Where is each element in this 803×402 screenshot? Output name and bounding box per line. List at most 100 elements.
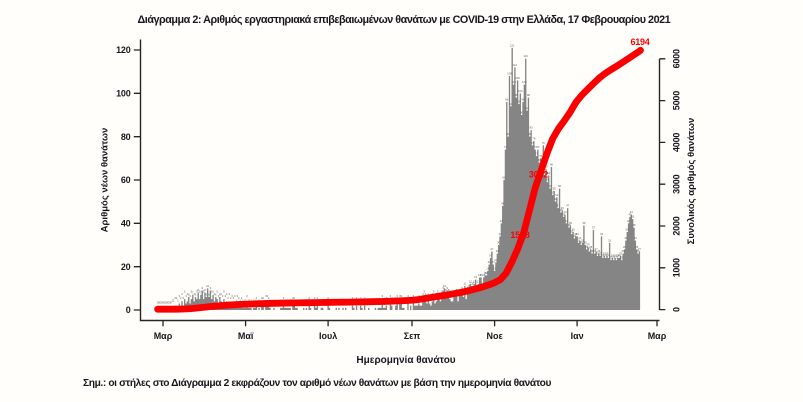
svg-text:74: 74 — [534, 145, 538, 149]
svg-text:1: 1 — [235, 298, 237, 302]
svg-text:24: 24 — [613, 254, 617, 258]
svg-text:62: 62 — [547, 171, 551, 175]
svg-text:1: 1 — [173, 298, 175, 302]
svg-text:40: 40 — [121, 219, 131, 229]
svg-text:30: 30 — [584, 241, 588, 245]
svg-text:20: 20 — [121, 262, 131, 272]
svg-text:24: 24 — [489, 254, 493, 258]
svg-text:32: 32 — [578, 236, 582, 240]
svg-text:80: 80 — [507, 132, 511, 136]
svg-text:9: 9 — [461, 286, 463, 290]
svg-text:Μαρ: Μαρ — [154, 331, 173, 341]
svg-text:4000: 4000 — [672, 133, 682, 152]
svg-text:5000: 5000 — [672, 91, 682, 110]
svg-text:106: 106 — [515, 76, 520, 80]
svg-text:121: 121 — [510, 43, 515, 47]
svg-text:2: 2 — [238, 296, 240, 300]
svg-text:4: 4 — [181, 292, 183, 296]
svg-text:0: 0 — [164, 301, 166, 305]
svg-text:9: 9 — [446, 286, 448, 290]
svg-text:47: 47 — [557, 204, 561, 208]
svg-text:2: 2 — [233, 296, 235, 300]
svg-text:27: 27 — [588, 247, 592, 251]
svg-text:16: 16 — [484, 271, 488, 275]
svg-text:0: 0 — [158, 301, 160, 305]
svg-text:5: 5 — [199, 290, 201, 294]
svg-text:60: 60 — [503, 176, 507, 180]
svg-text:96: 96 — [505, 98, 509, 102]
svg-text:1: 1 — [245, 298, 247, 302]
svg-text:3: 3 — [418, 294, 420, 298]
svg-text:12: 12 — [473, 280, 477, 284]
svg-text:28: 28 — [585, 245, 589, 249]
svg-text:26: 26 — [593, 249, 597, 253]
svg-text:1: 1 — [177, 298, 179, 302]
svg-text:76: 76 — [542, 141, 546, 145]
svg-text:83: 83 — [530, 126, 534, 130]
svg-text:33: 33 — [573, 234, 577, 238]
svg-text:8: 8 — [448, 288, 450, 292]
svg-text:0: 0 — [161, 301, 163, 305]
svg-text:44: 44 — [630, 210, 634, 214]
svg-text:2: 2 — [283, 296, 285, 300]
svg-text:5: 5 — [191, 290, 193, 294]
svg-text:5: 5 — [196, 290, 198, 294]
svg-text:31: 31 — [577, 238, 581, 242]
svg-text:5: 5 — [211, 290, 213, 294]
svg-text:5: 5 — [437, 290, 439, 294]
svg-text:4: 4 — [226, 292, 228, 296]
svg-text:80: 80 — [528, 132, 532, 136]
svg-text:15: 15 — [482, 273, 486, 277]
svg-text:28: 28 — [623, 245, 627, 249]
svg-text:12: 12 — [469, 280, 473, 284]
svg-text:0: 0 — [160, 301, 162, 305]
svg-text:59: 59 — [546, 178, 550, 182]
svg-text:104: 104 — [511, 80, 516, 84]
svg-text:38: 38 — [632, 223, 636, 227]
svg-text:10: 10 — [443, 284, 447, 288]
svg-text:2: 2 — [308, 296, 310, 300]
svg-text:92: 92 — [526, 106, 530, 110]
svg-text:2: 2 — [256, 296, 258, 300]
svg-text:Νοε: Νοε — [486, 331, 503, 341]
svg-text:Σεπ: Σεπ — [404, 331, 421, 341]
svg-text:32: 32 — [624, 236, 628, 240]
svg-text:23: 23 — [612, 256, 616, 260]
svg-text:1: 1 — [243, 298, 245, 302]
svg-text:34: 34 — [600, 232, 604, 236]
svg-text:6: 6 — [206, 293, 208, 297]
svg-text:80: 80 — [121, 132, 131, 142]
svg-text:27: 27 — [595, 247, 599, 251]
svg-text:6: 6 — [188, 293, 190, 297]
svg-text:3: 3 — [400, 294, 402, 298]
svg-text:7: 7 — [200, 290, 202, 294]
svg-text:3: 3 — [396, 294, 398, 298]
svg-text:39: 39 — [569, 221, 573, 225]
svg-text:1: 1 — [172, 298, 174, 302]
svg-text:65: 65 — [544, 165, 548, 169]
svg-text:3: 3 — [224, 294, 226, 298]
svg-text:22: 22 — [494, 258, 498, 262]
svg-text:3: 3 — [234, 294, 236, 298]
svg-text:1: 1 — [250, 298, 252, 302]
svg-text:2: 2 — [230, 296, 232, 300]
svg-text:8: 8 — [445, 288, 447, 292]
svg-text:25: 25 — [605, 251, 609, 255]
svg-text:53: 53 — [551, 191, 555, 195]
svg-text:3: 3 — [266, 294, 268, 298]
svg-text:11: 11 — [471, 282, 474, 286]
svg-text:40: 40 — [627, 219, 631, 223]
svg-text:11: 11 — [470, 282, 473, 286]
svg-text:3: 3 — [246, 294, 248, 298]
svg-text:2: 2 — [294, 296, 296, 300]
svg-text:0: 0 — [169, 301, 171, 305]
svg-text:2: 2 — [292, 296, 294, 300]
svg-text:43: 43 — [562, 212, 566, 216]
svg-text:2: 2 — [317, 296, 319, 300]
svg-text:96: 96 — [521, 98, 525, 102]
svg-text:21: 21 — [488, 260, 492, 264]
svg-text:1: 1 — [242, 298, 244, 302]
svg-text:10: 10 — [206, 284, 210, 288]
svg-text:5: 5 — [441, 290, 443, 294]
svg-text:Ιαν: Ιαν — [571, 331, 584, 341]
